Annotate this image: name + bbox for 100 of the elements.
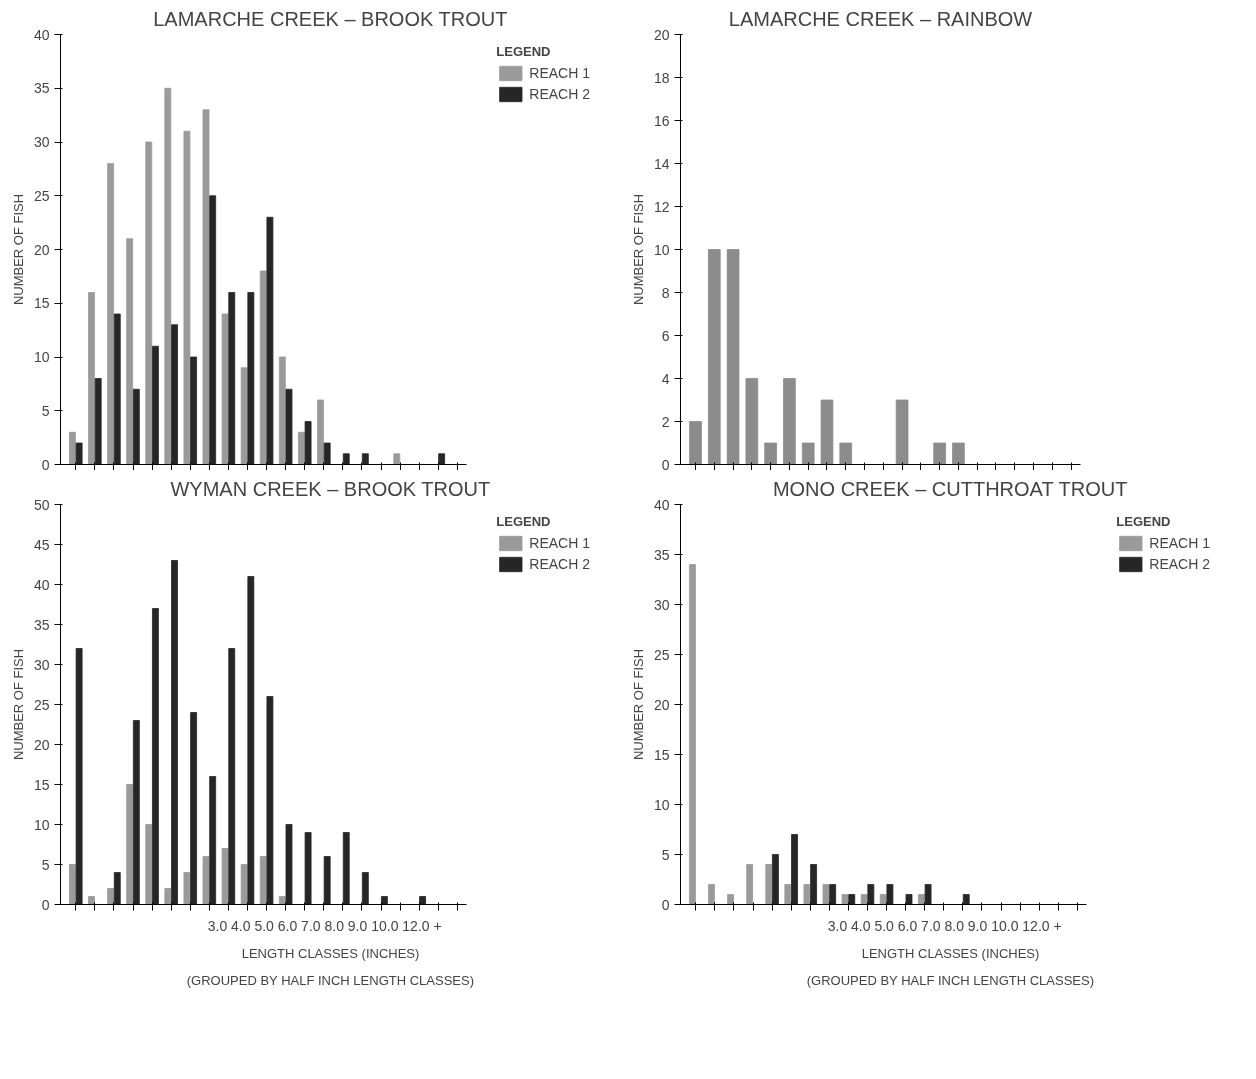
y-axis-title: NUMBER OF FISH bbox=[10, 648, 26, 761]
bar bbox=[285, 824, 293, 905]
y-tick-label: 0 bbox=[41, 456, 50, 473]
x-axis-title: LENGTH CLASSES (INCHES) (GROUPED BY HALF INCH LENGTH CLASSES) bbox=[806, 945, 1095, 988]
bar bbox=[726, 249, 740, 465]
y-axis-title: NUMBER OF FISH bbox=[630, 648, 646, 761]
bar bbox=[221, 848, 229, 905]
bar bbox=[381, 896, 388, 905]
bar bbox=[88, 896, 95, 905]
y-tick-label: 15 bbox=[653, 746, 670, 763]
legend-title: LEGEND bbox=[496, 44, 552, 59]
bar bbox=[745, 378, 759, 465]
y-axis-title: NUMBER OF FISH bbox=[630, 193, 646, 306]
bar bbox=[183, 130, 191, 465]
bar bbox=[689, 564, 696, 905]
bar bbox=[323, 856, 331, 905]
bar bbox=[75, 442, 83, 465]
bar bbox=[228, 648, 236, 905]
bar bbox=[784, 884, 792, 905]
y-tick-label: 18 bbox=[653, 69, 670, 86]
bar bbox=[803, 884, 811, 905]
legend-label: REACH 1 bbox=[529, 535, 590, 551]
bar bbox=[342, 832, 350, 905]
legend-title: LEGEND bbox=[1116, 514, 1172, 529]
y-tick-label: 25 bbox=[33, 187, 50, 204]
y-tick-label: 0 bbox=[661, 456, 670, 473]
y-tick-label: 15 bbox=[33, 776, 50, 793]
bar bbox=[285, 388, 293, 465]
bar bbox=[783, 378, 796, 465]
bar bbox=[171, 324, 178, 465]
bar bbox=[190, 712, 197, 905]
y-tick-label: 20 bbox=[653, 26, 670, 43]
bar bbox=[152, 608, 159, 905]
bar bbox=[113, 313, 121, 465]
y-tick-label: 50 bbox=[33, 496, 50, 513]
bar bbox=[361, 453, 369, 465]
bar bbox=[304, 421, 312, 465]
bar bbox=[164, 87, 172, 465]
bar bbox=[247, 292, 255, 465]
y-tick-label: 25 bbox=[33, 696, 50, 713]
legend-label: REACH 2 bbox=[529, 86, 590, 102]
y-tick-label: 8 bbox=[661, 284, 670, 301]
bar bbox=[132, 720, 140, 905]
bar bbox=[361, 872, 369, 905]
legend-label: REACH 1 bbox=[529, 65, 590, 81]
bar bbox=[839, 442, 853, 465]
bar bbox=[145, 141, 153, 465]
y-tick-label: 30 bbox=[33, 134, 50, 150]
y-tick-label: 10 bbox=[33, 816, 50, 833]
y-tick-label: 10 bbox=[653, 796, 670, 813]
bar bbox=[202, 109, 210, 465]
y-tick-label: 20 bbox=[33, 241, 50, 258]
bar bbox=[88, 292, 95, 465]
y-tick-label: 4 bbox=[661, 370, 670, 387]
bar bbox=[867, 884, 875, 905]
bar bbox=[933, 442, 946, 465]
bar bbox=[107, 888, 114, 905]
bar bbox=[689, 421, 702, 465]
y-tick-label: 14 bbox=[653, 155, 670, 172]
bar bbox=[895, 399, 909, 465]
bar bbox=[126, 238, 134, 465]
y-tick-label: 40 bbox=[33, 26, 50, 43]
bar bbox=[209, 776, 217, 905]
y-tick-label: 0 bbox=[661, 896, 670, 913]
y-axis-title: NUMBER OF FISH bbox=[10, 193, 26, 306]
y-tick-label: 2 bbox=[661, 413, 670, 430]
bar bbox=[132, 388, 140, 465]
chart-title: LAMARCHE CREEK – RAINBOW bbox=[728, 7, 1033, 30]
bar bbox=[278, 356, 286, 465]
bar bbox=[152, 345, 159, 465]
y-tick-label: 15 bbox=[33, 295, 50, 312]
bar bbox=[708, 884, 715, 905]
bar bbox=[791, 834, 798, 905]
bar bbox=[764, 442, 777, 465]
bar bbox=[107, 163, 114, 465]
text: 3.0 4.0 5.0 6.0 7.0 8.0 9.0 10.0 12.0 + bbox=[207, 917, 442, 934]
text: 3.0 4.0 5.0 6.0 7.0 8.0 9.0 10.0 12.0 + bbox=[827, 917, 1062, 934]
y-tick-label: 10 bbox=[33, 349, 50, 365]
bar bbox=[113, 872, 121, 905]
bar bbox=[952, 442, 965, 465]
y-tick-label: 0 bbox=[41, 896, 50, 913]
bar bbox=[438, 453, 446, 465]
bar bbox=[772, 854, 779, 905]
bar bbox=[810, 864, 817, 905]
y-tick-label: 25 bbox=[653, 646, 670, 663]
bar bbox=[323, 442, 331, 465]
legend-label: REACH 2 bbox=[1149, 556, 1210, 572]
bar bbox=[221, 313, 229, 465]
bar bbox=[228, 292, 236, 465]
bar bbox=[190, 356, 197, 465]
y-tick-label: 20 bbox=[33, 736, 50, 753]
y-tick-label: 40 bbox=[33, 576, 50, 593]
bar bbox=[69, 431, 76, 465]
y-tick-label: 5 bbox=[41, 402, 50, 419]
legend-title: LEGEND bbox=[496, 514, 552, 529]
bar bbox=[905, 894, 913, 905]
bar bbox=[266, 216, 274, 465]
bar bbox=[886, 884, 894, 905]
bar bbox=[822, 884, 830, 905]
bar bbox=[727, 894, 734, 905]
